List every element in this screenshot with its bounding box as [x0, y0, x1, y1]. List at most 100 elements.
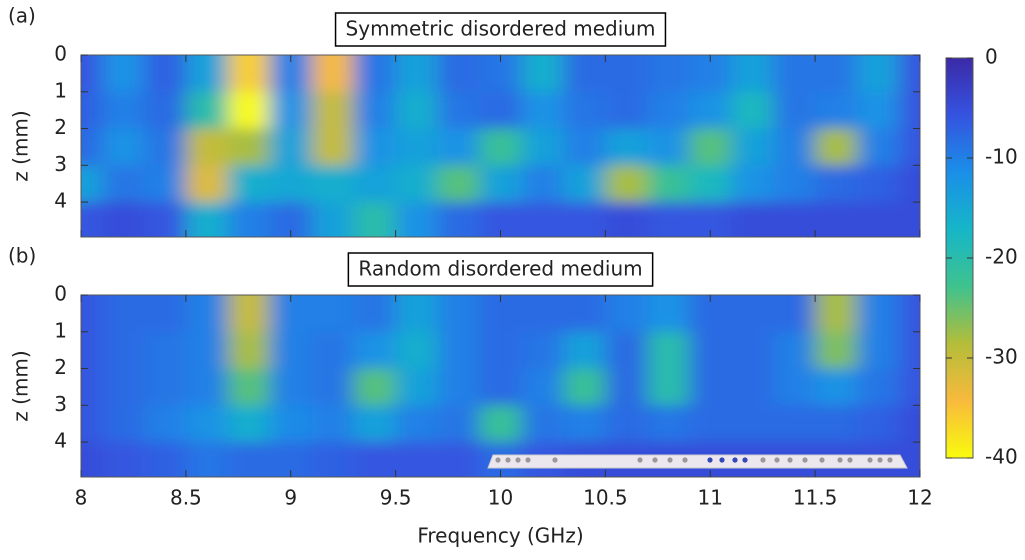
heatmap-cell [605, 128, 648, 166]
heatmap-cell [563, 55, 606, 93]
heatmap-cell [101, 368, 145, 406]
heatmap-cell [353, 331, 397, 370]
x-axis-label: Frequency (GHz) [417, 524, 583, 548]
sample-scatterer [667, 457, 673, 463]
heatmap-cell [647, 55, 690, 93]
heatmap-cell [815, 368, 858, 406]
heatmap-cell [101, 442, 145, 477]
heatmap-cell [647, 295, 690, 333]
y-axis-label: z (mm) [9, 110, 33, 181]
heatmap-cell [899, 405, 920, 443]
heatmap-cell [857, 331, 900, 370]
heatmap-cell [857, 55, 900, 93]
heatmap-cell [395, 128, 439, 166]
heatmap-cell [563, 405, 606, 443]
heatmap-cell [857, 442, 900, 477]
sample-scatterer [637, 457, 643, 463]
sample-scatterer [552, 457, 558, 463]
heatmap-cell [101, 405, 145, 443]
heatmap-cell [437, 331, 481, 370]
heatmap-cell [311, 295, 355, 333]
heatmap-cell [185, 442, 229, 477]
heatmap-cell [227, 331, 271, 370]
heatmap-cell [605, 202, 648, 237]
heatmap-cell [185, 405, 229, 443]
heatmap-cell [521, 405, 564, 443]
heatmap-cell [311, 331, 355, 370]
heatmap-cell [395, 55, 439, 93]
heatmap-cells [81, 295, 920, 477]
sample-scatterer [802, 457, 808, 463]
heatmap-cell [185, 368, 229, 406]
heatmap-cell [437, 202, 481, 237]
heatmap-cell [731, 91, 774, 130]
heatmap-cell [81, 91, 103, 130]
heatmap [81, 295, 920, 477]
heatmap-cell [101, 128, 145, 166]
heatmap-cell [143, 295, 187, 333]
heatmap-cell [311, 405, 355, 443]
sample-scatterer [742, 457, 748, 463]
heatmap-cell [563, 331, 606, 370]
heatmap-cell [857, 405, 900, 443]
y-tick-label: 3 [54, 392, 67, 416]
x-tick-label: 9 [284, 486, 297, 510]
heatmap-cell [395, 331, 439, 370]
sample-scatterer [877, 457, 883, 463]
heatmap-cell [143, 331, 187, 370]
y-tick-label: 4 [54, 429, 67, 453]
heatmap-cell [899, 128, 920, 166]
heatmap-cell [311, 368, 355, 406]
heatmap-cell [269, 91, 313, 130]
heatmap-cell [101, 331, 145, 370]
colorbar-tick-label: -40 [985, 445, 1018, 469]
heatmap-cell [521, 165, 564, 203]
title-box [334, 12, 667, 47]
heatmap-cell [311, 442, 355, 477]
heatmap-cell [731, 405, 774, 443]
heatmap-cell [395, 91, 439, 130]
heatmap-cell [81, 295, 103, 333]
y-tick-label: 2 [54, 115, 67, 139]
heatmap-cell [773, 368, 816, 406]
x-tick-label: 12 [907, 486, 932, 510]
y-tick-label: 2 [54, 355, 67, 379]
heatmap-cell [353, 442, 397, 477]
heatmap-cell [521, 55, 564, 93]
y-tick-label: 1 [54, 318, 67, 342]
heatmap-cell [773, 405, 816, 443]
heatmap-cell [479, 405, 522, 443]
heatmap-cell [563, 165, 606, 203]
heatmap-cell [227, 55, 271, 93]
heatmap-cell [395, 295, 439, 333]
sample-scatterer [719, 457, 725, 463]
heatmap-cell [269, 368, 313, 406]
heatmap-cell [81, 55, 103, 93]
sample-scatterer [525, 457, 531, 463]
heatmap-cell [143, 165, 187, 203]
heatmap-cell [689, 331, 732, 370]
heatmap-cell [773, 295, 816, 333]
heatmap-cell [101, 165, 145, 203]
heatmap-cell [773, 165, 816, 203]
heatmap-cell [689, 165, 732, 203]
sample-scatterer [732, 457, 738, 463]
heatmap-cell [81, 128, 103, 166]
heatmap-cell [395, 442, 439, 477]
heatmap-cell [185, 91, 229, 130]
heatmap-cell [773, 55, 816, 93]
heatmap-cell [227, 442, 271, 477]
heatmap-cell [563, 368, 606, 406]
sample-scatterer [515, 457, 521, 463]
sample-scatterer [847, 457, 853, 463]
heatmap-cell [899, 331, 920, 370]
x-tick-label: 9.5 [380, 486, 412, 510]
heatmap-cell [185, 295, 229, 333]
heatmap-cell [185, 128, 229, 166]
heatmap-cell [479, 368, 522, 406]
heatmap-cell [605, 91, 648, 130]
heatmap-cell [81, 405, 103, 443]
heatmap-cell [815, 128, 858, 166]
heatmap-cell [269, 405, 313, 443]
heatmap-cell [81, 202, 103, 237]
